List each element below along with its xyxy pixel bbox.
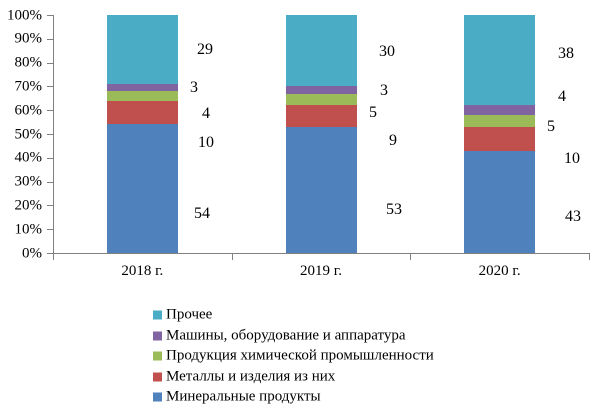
- value-label: 10: [564, 150, 580, 167]
- x-axis-tick: [410, 254, 412, 260]
- y-axis-tick-label: 50%: [14, 126, 43, 142]
- bar-segment-1: [285, 105, 357, 127]
- bar-segment-1: [285, 15, 357, 87]
- y-axis-tick: [47, 110, 53, 112]
- value-label: 38: [558, 45, 574, 62]
- bar-segment-1: [285, 126, 357, 253]
- bar-segment-0: [106, 15, 178, 85]
- value-label: 10: [198, 134, 214, 151]
- x-axis-category-label: 2020 г.: [478, 263, 521, 279]
- value-label: 30: [379, 43, 395, 60]
- legend-item-label: Металлы и изделия из них: [166, 368, 336, 384]
- y-axis-tick-label: 90%: [14, 30, 43, 47]
- x-axis-category-label: 2018 г.: [121, 263, 164, 279]
- y-axis-tick-label: 40%: [14, 149, 43, 166]
- value-label: 5: [547, 118, 555, 135]
- y-axis-tick: [47, 229, 53, 231]
- legend-item: Продукция химической промышленности: [153, 346, 473, 366]
- bar-segment-2: [464, 126, 536, 151]
- y-axis-tick-label: 100%: [7, 7, 42, 23]
- y-axis-tick-label: 60%: [14, 102, 43, 119]
- legend-item-label: Прочее: [166, 306, 213, 323]
- x-axis-category-label: 2019 г.: [300, 263, 342, 279]
- bar-segment-1: [285, 86, 357, 94]
- legend-swatch-icon: [153, 310, 162, 320]
- value-label: 5: [369, 104, 377, 121]
- y-axis-tick: [47, 253, 53, 254]
- value-label: 9: [389, 132, 397, 149]
- y-axis-tick-label: 0%: [22, 245, 42, 261]
- y-axis-tick: [47, 62, 53, 64]
- y-axis-tick-label: 20%: [14, 197, 43, 214]
- legend-item-label: Минеральные продукты: [166, 388, 321, 405]
- bar-segment-0: [106, 100, 178, 125]
- y-axis-tick: [47, 134, 53, 135]
- x-axis-tick: [589, 254, 590, 260]
- bar-segment-2: [464, 15, 536, 106]
- x-axis-tick: [53, 254, 54, 260]
- x-axis-tick: [231, 254, 233, 260]
- x-axis-line: [53, 253, 590, 254]
- legend-swatch-icon: [153, 351, 162, 361]
- y-axis-tick: [47, 86, 53, 88]
- y-axis-tick: [47, 15, 53, 16]
- legend-item-label: Машины, оборудование и аппаратура: [166, 327, 406, 343]
- bar-segment-0: [106, 91, 178, 101]
- y-axis-tick: [47, 181, 53, 183]
- value-label: 43: [565, 208, 581, 225]
- y-axis-line: [53, 15, 54, 254]
- legend: Прочее Машины, оборудование и аппаратура П…: [153, 305, 473, 410]
- value-label: 3: [380, 82, 388, 99]
- y-axis-tick: [47, 157, 53, 159]
- bar-segment-0: [106, 84, 178, 92]
- legend-item-label: Продукция химической промышленности: [166, 347, 434, 364]
- value-label: 54: [194, 205, 210, 222]
- legend-item: Минеральные продукты: [153, 387, 473, 407]
- y-axis-tick-label: 30%: [14, 173, 43, 190]
- y-axis-tick: [47, 205, 53, 207]
- legend-item: Машины, оборудование и аппаратура: [153, 326, 473, 346]
- y-axis-tick: [47, 38, 53, 40]
- y-axis-tick-label: 70%: [14, 78, 43, 95]
- value-label: 53: [386, 201, 402, 218]
- value-label: 3: [190, 79, 198, 96]
- legend-item: Металлы и изделия из них: [153, 367, 473, 387]
- bar-segment-1: [285, 93, 357, 106]
- legend-swatch-icon: [153, 331, 162, 340]
- value-label: 29: [197, 41, 213, 58]
- legend-item: Прочее: [153, 305, 473, 325]
- legend-swatch-icon: [153, 372, 162, 381]
- bar-segment-2: [464, 114, 536, 127]
- bar-segment-2: [464, 105, 536, 115]
- bar-segment-0: [106, 124, 178, 253]
- value-label: 4: [202, 105, 210, 122]
- legend-swatch-icon: [153, 392, 162, 402]
- y-axis-tick-label: 10%: [14, 221, 43, 238]
- value-label: 4: [558, 88, 566, 105]
- y-axis-tick-label: 80%: [14, 54, 43, 71]
- bar-segment-2: [464, 150, 536, 253]
